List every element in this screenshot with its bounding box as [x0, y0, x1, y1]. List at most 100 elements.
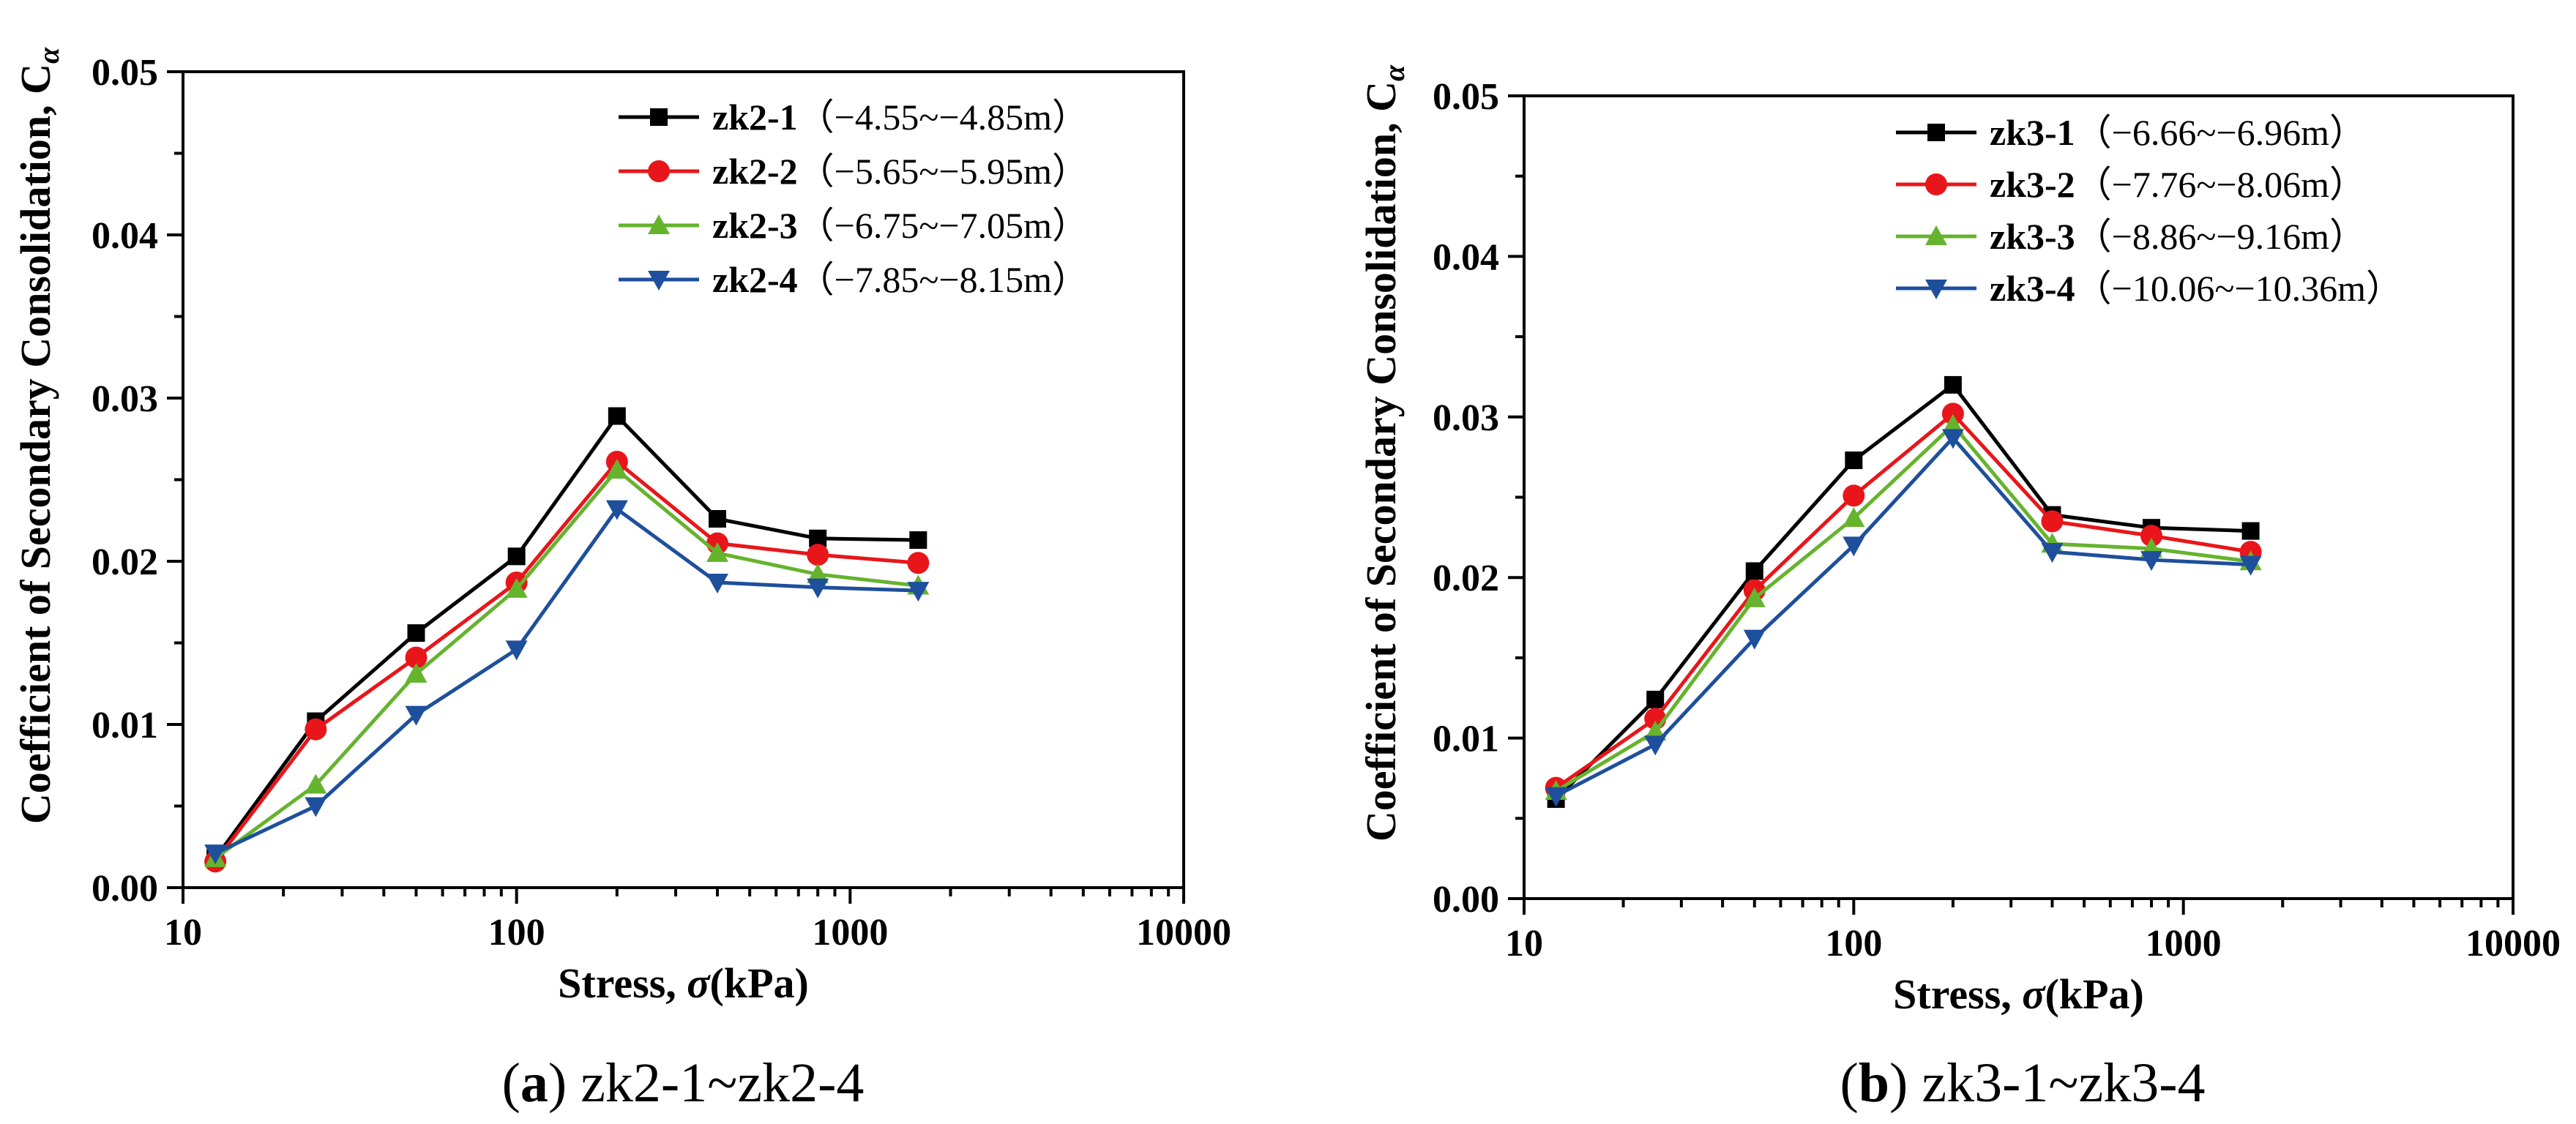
x-tick-label: 10 — [1505, 923, 1543, 964]
legend-label-zk2-1: zk2-1（−4.55~−4.85m） — [712, 97, 1089, 138]
chart-zk3: 10 100 1000 10000 0.00 0.01 0.02 0.03 0.04 0.05 St… — [1357, 64, 2561, 1114]
legend-marker-zk2-3 — [648, 214, 670, 234]
legend-label-zk3-2: zk3-2（−7.76~−8.06m） — [1990, 164, 2366, 205]
y-axis-title: Coefficient of Secondary Consolidation, … — [1357, 64, 1411, 842]
figure-caption: (a) zk2-1~zk2-4 — [502, 1052, 865, 1114]
data-point-zk3-1 — [1745, 562, 1763, 580]
y-tick-label: 0.00 — [92, 868, 158, 910]
data-point-zk3-1 — [1845, 452, 1863, 470]
data-point-zk3-4 — [1843, 536, 1865, 557]
legend-label-zk3-3: zk3-3（−8.86~−9.16m） — [1990, 216, 2366, 257]
x-tick-label: 100 — [488, 912, 545, 953]
legend-series-range: （−7.85~−8.15m） — [798, 259, 1089, 300]
data-point-zk3-3 — [1843, 507, 1865, 528]
y-tick-label: 0.02 — [1433, 558, 1499, 599]
data-point-zk3-4 — [1644, 735, 1667, 756]
legend-series-range: （−8.86~−9.16m） — [2075, 216, 2366, 257]
y-tick-label: 0.04 — [1433, 236, 1499, 278]
data-point-zk2-2 — [907, 552, 930, 574]
x-axis-title-text: Stress, — [1893, 970, 2022, 1018]
data-point-zk2-2 — [305, 718, 327, 741]
y-axis-title-text: Coefficient of Secondary Consolidation, … — [12, 64, 59, 824]
legend-label-zk3-1: zk3-1（−6.66~−6.96m） — [1990, 112, 2366, 153]
y-axis-title: Coefficient of Secondary Consolidation, … — [12, 47, 65, 824]
legend-label-zk2-3: zk2-3（−6.75~−7.05m） — [712, 205, 1089, 246]
data-point-zk3-4 — [1743, 629, 1766, 650]
x-tick-label: 1000 — [2146, 923, 2222, 964]
caption-paren-open: ( — [1840, 1052, 1858, 1114]
legend-label-zk2-4: zk2-4（−7.85~−8.15m） — [712, 259, 1089, 300]
data-point-zk3-3 — [1941, 413, 1964, 434]
data-point-zk2-3 — [706, 542, 729, 562]
legend-marker-zk3-4 — [1925, 280, 1947, 299]
series-line-zk3-2 — [1555, 411, 2251, 790]
y-axis-title-subscript: α — [1378, 64, 1411, 81]
data-point-zk3-1 — [2241, 522, 2260, 540]
legend-marker-zk2-1 — [650, 108, 668, 126]
data-point-zk2-4 — [706, 573, 729, 593]
data-point-zk2-4 — [405, 705, 428, 726]
caption-label: b — [1859, 1052, 1889, 1114]
data-point-zk2-1 — [909, 531, 927, 550]
data-point-zk2-1 — [407, 624, 425, 642]
data-point-zk3-4 — [1941, 429, 1964, 449]
data-point-zk3-2 — [2041, 510, 2064, 533]
data-point-zk3-3 — [1743, 587, 1766, 607]
legend-series-name: zk3-3 — [1990, 216, 2075, 257]
caption-paren-close: ) — [548, 1052, 567, 1114]
legend-marker-zk3-1 — [1927, 124, 1945, 141]
y-tick-label: 0.01 — [1433, 719, 1499, 760]
data-point-zk2-4 — [305, 797, 327, 817]
legend-marker-zk3-3 — [1925, 225, 1947, 245]
x-tick-label: 10000 — [2465, 923, 2561, 964]
x-tick-label: 10 — [164, 912, 202, 953]
legend-series-name: zk2-2 — [712, 151, 798, 192]
data-point-zk2-1 — [608, 407, 626, 425]
caption-text: zk3-1~zk3-4 — [1908, 1052, 2205, 1114]
x-axis-title-unit: (kPa) — [710, 959, 809, 1007]
series-line-zk2-1 — [214, 413, 919, 860]
caption-label: a — [520, 1052, 548, 1114]
y-tick-label: 0.00 — [1433, 879, 1499, 921]
y-tick-label: 0.05 — [92, 52, 158, 94]
data-point-zk3-2 — [1843, 484, 1865, 507]
data-point-zk2-4 — [907, 582, 930, 602]
series-line-zk3-4 — [1555, 435, 2251, 798]
legend-series-range: （−10.06~−10.36m） — [2075, 268, 2403, 309]
chart-zk2: 10 100 1000 10000 0.00 0.01 0.02 0.03 0.04 0.05 St… — [12, 47, 1231, 1114]
legend-series-range: （−5.65~−5.95m） — [798, 151, 1089, 192]
series-line-zk2-3 — [214, 467, 919, 860]
data-point-zk3-4 — [1545, 787, 1567, 807]
series-line-zk2-2 — [214, 459, 919, 863]
x-axis-title-text: Stress, — [558, 959, 687, 1007]
caption-text: zk2-1~zk2-4 — [567, 1052, 864, 1114]
y-axis-title-text: Coefficient of Secondary Consolidation, … — [1357, 81, 1405, 842]
legend-series-name: zk2-4 — [712, 259, 798, 300]
legend-label-zk3-4: zk3-4（−10.06~−10.36m） — [1990, 268, 2403, 309]
y-tick-label: 0.01 — [92, 705, 158, 746]
y-tick-label: 0.05 — [1433, 76, 1499, 118]
legend-marker-zk3-2 — [1925, 173, 1947, 195]
data-point-zk2-1 — [709, 510, 727, 528]
x-axis-title-unit: (kPa) — [2045, 970, 2144, 1018]
data-point-zk2-3 — [605, 459, 628, 479]
data-point-zk3-1 — [1944, 375, 1962, 394]
legend-marker-zk2-2 — [648, 160, 670, 182]
y-tick-label: 0.04 — [92, 215, 158, 257]
legend-series-name: zk3-4 — [1990, 268, 2075, 309]
x-tick-label: 100 — [1825, 923, 1882, 964]
caption-paren-open: ( — [502, 1052, 520, 1114]
data-point-zk2-4 — [605, 500, 628, 520]
series-line-zk3-3 — [1555, 422, 2251, 793]
legend-series-name: zk2-1 — [712, 97, 798, 138]
y-axis-title-subscript: α — [32, 47, 65, 64]
data-point-zk3-4 — [2041, 543, 2064, 563]
legend-series-name: zk3-2 — [1990, 164, 2075, 205]
legend-series-name: zk3-1 — [1990, 112, 2075, 153]
data-point-zk2-3 — [305, 773, 327, 794]
legend-series-name: zk2-3 — [712, 205, 798, 246]
data-point-zk3-3 — [1644, 720, 1667, 741]
data-point-zk2-1 — [507, 547, 526, 566]
series-line-zk3-1 — [1554, 382, 2251, 801]
